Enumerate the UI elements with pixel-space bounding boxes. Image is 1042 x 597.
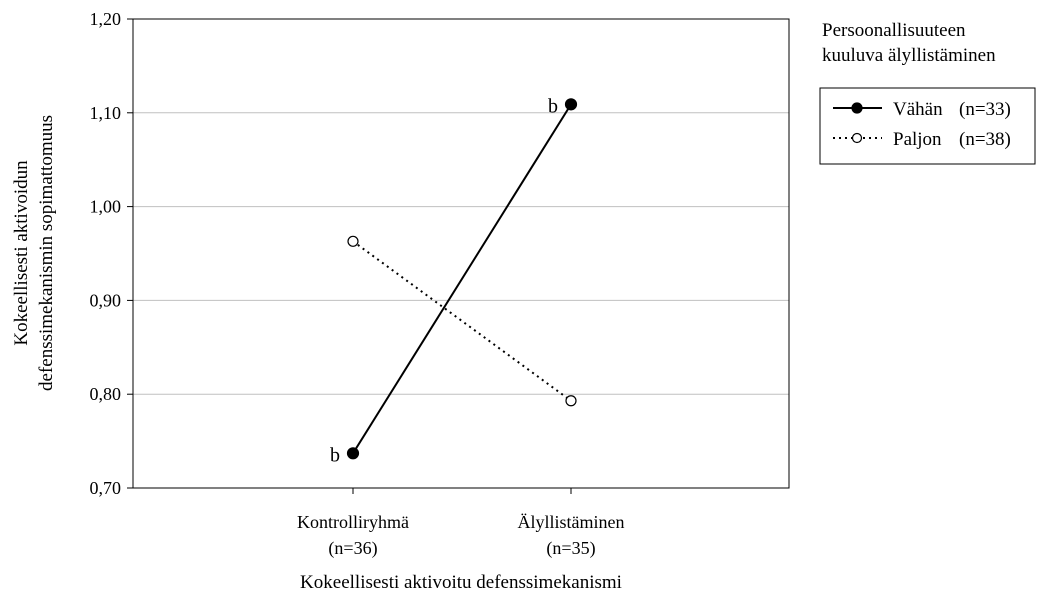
- legend: Persoonallisuuteen kuuluva älyllistämine…: [819, 20, 1036, 165]
- legend-marker-paljon: [851, 132, 863, 144]
- legend-label-paljon: Paljon: [893, 129, 942, 150]
- series: bb: [330, 95, 578, 466]
- legend-n-v-h-n: (n=33): [959, 99, 1011, 120]
- data-point-v-h-n: [346, 447, 360, 460]
- legend-title-line-1: Persoonallisuuteen: [822, 20, 966, 41]
- data-annotation: b: [330, 444, 340, 466]
- gridlines: [133, 112, 789, 395]
- data-annotation: b: [548, 95, 558, 117]
- data-point-paljon: [347, 235, 359, 247]
- data-point-v-h-n: [564, 98, 578, 111]
- series-line-paljon: [352, 240, 572, 402]
- y-axis-title-line-2: defenssimekanismin sopimattomuus: [36, 115, 57, 391]
- x-tick-label: Älyllistäminen: [518, 512, 625, 532]
- data-point-paljon: [565, 395, 577, 407]
- y-tick-label: 1,00: [90, 197, 122, 217]
- series-line-v-h-n: [352, 103, 572, 454]
- y-tick-label: 1,10: [90, 103, 122, 123]
- legend-marker-v-h-n: [851, 102, 863, 114]
- legend-label-v-h-n: Vähän: [893, 99, 943, 120]
- y-tick-label: 1,20: [90, 9, 122, 29]
- x-tick-label: Kontrolliryhmä: [297, 512, 409, 532]
- legend-items: Vähän (n=33) Paljon (n=38): [833, 99, 1011, 150]
- legend-title-line-2: kuuluva älyllistäminen: [822, 45, 996, 66]
- y-tick-label: 0,80: [90, 384, 122, 404]
- legend-n-paljon: (n=38): [959, 129, 1011, 150]
- legend-box: [819, 87, 1036, 165]
- axes: 0,70 0,80 0,90 1,00 1,10 1,20 Kontrolliryhmä (n…: [90, 9, 625, 559]
- y-axis-title-line-1: Kokeellisesti aktivoidun: [11, 160, 32, 346]
- y-tick-label: 0,90: [90, 290, 122, 310]
- x-axis-title: Kokeellisesti aktivoitu defenssimekanism…: [300, 572, 622, 593]
- x-tick-sublabel: (n=35): [546, 538, 595, 559]
- y-tick-label: 0,70: [90, 478, 122, 498]
- x-tick-sublabel: (n=36): [328, 538, 377, 559]
- plot-area-frame: [132, 18, 790, 489]
